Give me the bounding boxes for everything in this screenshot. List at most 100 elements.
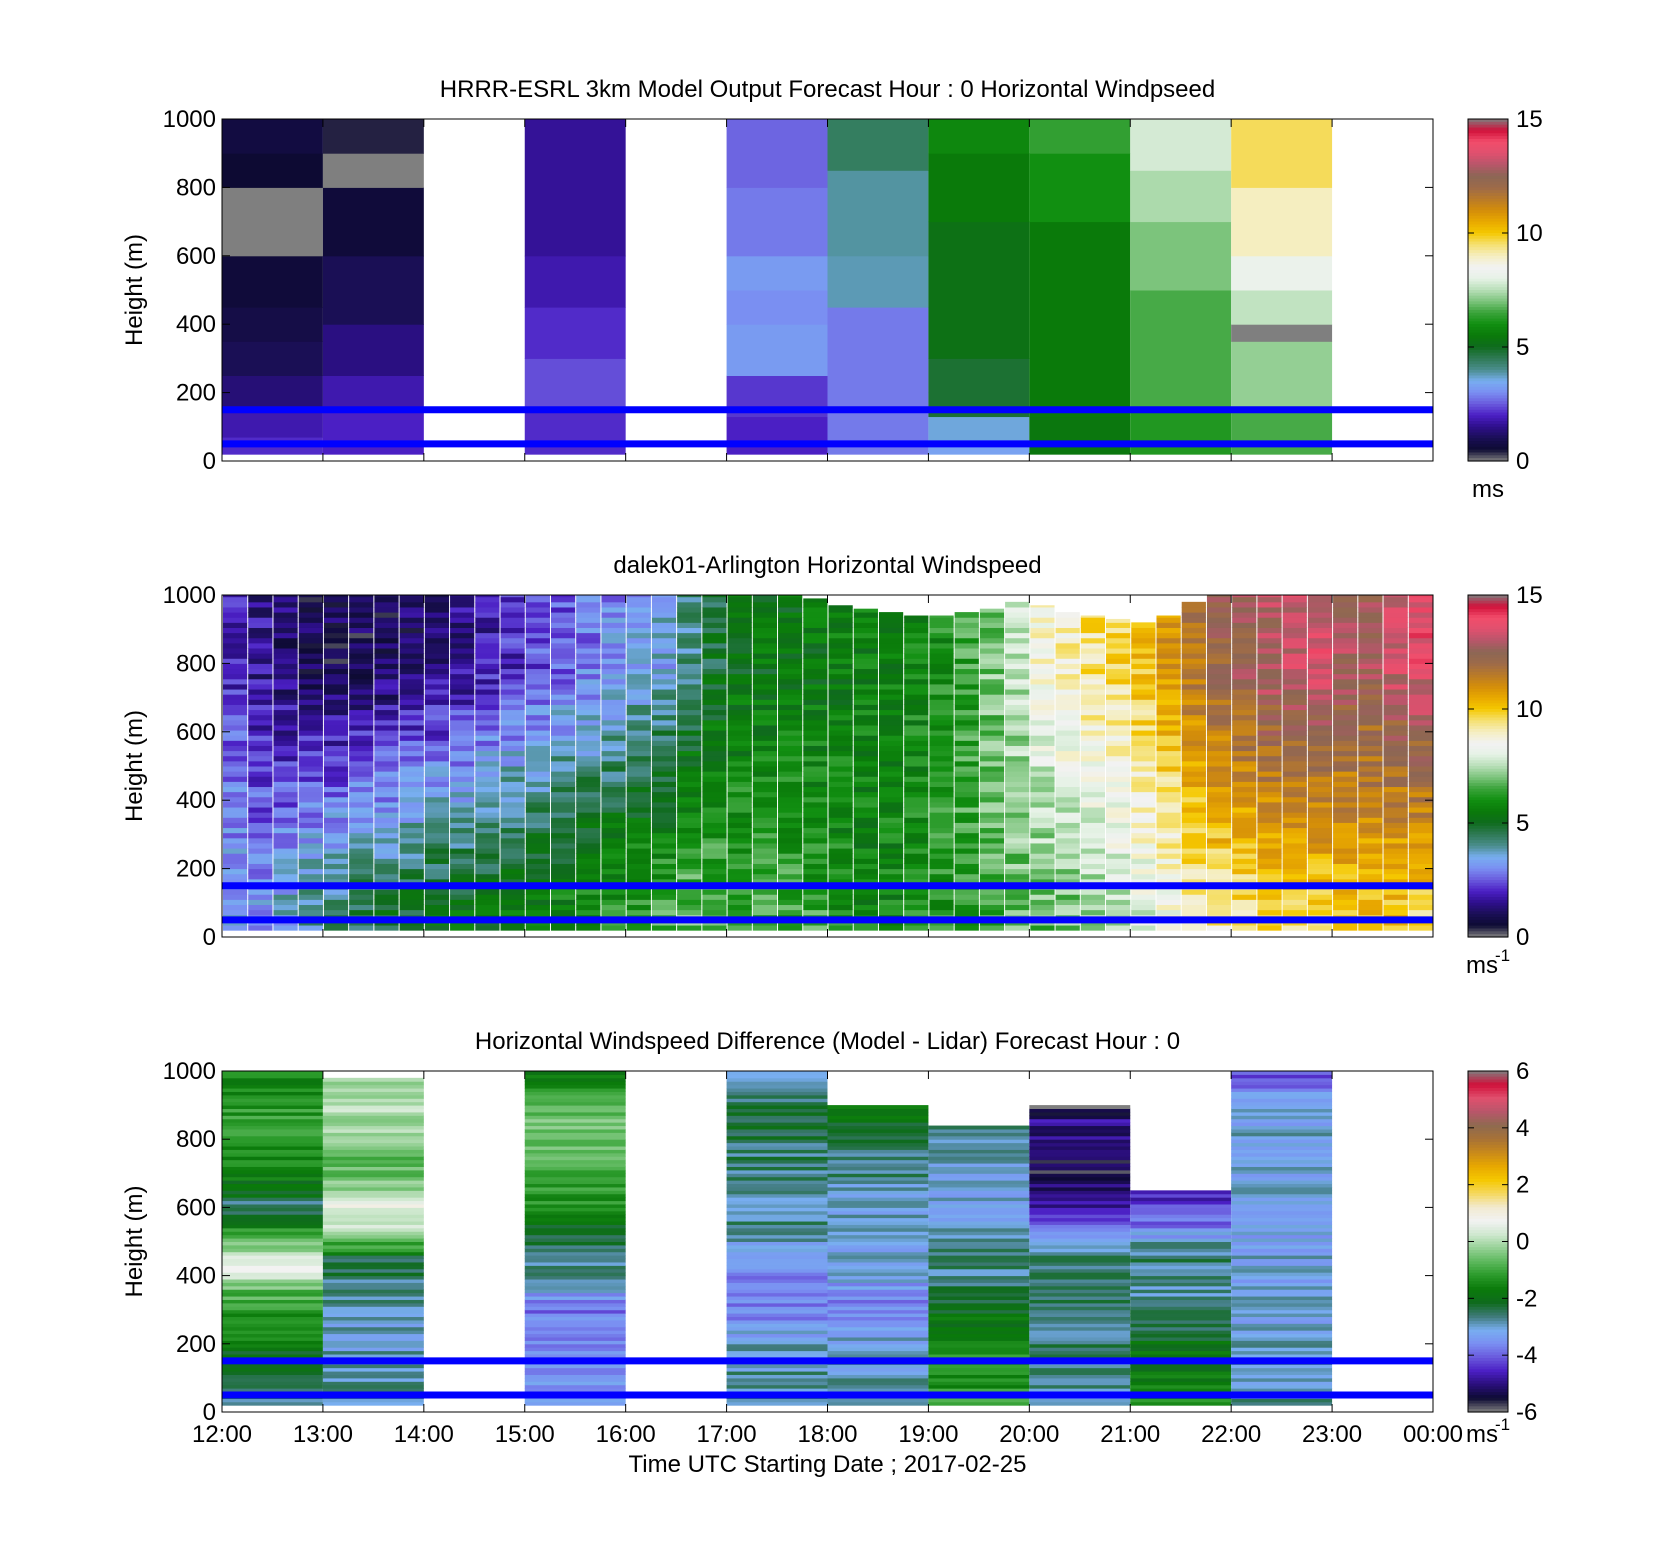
heatmap-cell	[1106, 812, 1131, 818]
heatmap-cell	[322, 324, 424, 376]
heatmap-cell	[1106, 904, 1131, 911]
colorbar-segment	[1468, 643, 1508, 647]
heatmap-cell	[349, 699, 374, 705]
heatmap-cell	[726, 1197, 828, 1202]
heatmap-cell	[878, 812, 904, 818]
heatmap-cell	[651, 858, 677, 864]
heatmap-cell	[500, 786, 525, 793]
heatmap-cell	[1106, 719, 1131, 726]
heatmap-cell	[298, 858, 323, 864]
colorbar-segment	[1468, 287, 1508, 291]
heatmap-cell	[550, 627, 576, 634]
lidar-profile	[450, 595, 475, 931]
heatmap-cell	[1307, 745, 1333, 752]
heatmap-cell	[1307, 873, 1333, 880]
heatmap-cell	[248, 678, 273, 685]
heatmap-cell	[752, 925, 778, 931]
heatmap-cell	[222, 1275, 323, 1280]
heatmap-cell	[1030, 899, 1055, 906]
heatmap-cell	[1408, 683, 1433, 690]
heatmap-cell	[1131, 781, 1156, 788]
heatmap-cell	[399, 714, 424, 721]
heatmap-cell	[1005, 750, 1030, 757]
heatmap-cell	[1333, 878, 1358, 885]
heatmap-cell	[399, 658, 424, 664]
heatmap-cell	[1130, 1309, 1232, 1314]
heatmap-cell	[322, 1296, 424, 1300]
heatmap-cell	[298, 909, 323, 916]
heatmap-cell	[1106, 801, 1131, 808]
heatmap-cell	[524, 1234, 626, 1239]
colorbar-segment	[1468, 848, 1508, 853]
heatmap-cell	[222, 1244, 323, 1249]
heatmap-cell	[1055, 766, 1080, 772]
heatmap-cell	[726, 1217, 828, 1222]
heatmap-cell	[1206, 848, 1232, 854]
heatmap-cell	[1231, 1340, 1333, 1345]
colorbar-segment	[1468, 150, 1508, 154]
heatmap-cell	[222, 1371, 323, 1375]
heatmap-cell	[223, 837, 248, 844]
heatmap-cell	[349, 925, 374, 931]
heatmap-cell	[450, 863, 475, 870]
heatmap-cell	[1333, 653, 1358, 659]
colorbar-segment	[1468, 1178, 1508, 1183]
heatmap-cell	[323, 781, 349, 788]
heatmap-cell	[322, 1255, 424, 1260]
heatmap-cell	[475, 776, 500, 782]
heatmap-cell	[954, 637, 979, 644]
heatmap-cell	[322, 1285, 424, 1290]
heatmap-cell	[525, 612, 550, 618]
heatmap-cells	[222, 1071, 1333, 1406]
heatmap-cell	[1106, 627, 1131, 634]
colorbar-segment	[1468, 717, 1508, 721]
heatmap-cell	[524, 1319, 626, 1324]
heatmap-cell	[853, 889, 878, 895]
heatmap-cell	[1005, 612, 1030, 618]
colorbar-tick-label: 0	[1516, 924, 1529, 951]
heatmap-cell	[450, 801, 475, 808]
heatmap-cell	[1029, 1340, 1131, 1345]
colorbar-segment	[1468, 1372, 1508, 1376]
heatmap-cell	[399, 745, 424, 752]
heatmap-cell	[1029, 1261, 1131, 1266]
heatmap-cell	[702, 704, 727, 711]
heatmap-cell	[878, 873, 904, 880]
x-tick-label: 13:00	[293, 1421, 353, 1448]
heatmap-cell	[323, 894, 349, 900]
heatmap-cell	[1130, 1313, 1232, 1318]
heatmap-cell	[1106, 899, 1131, 906]
heatmap-cell	[524, 1139, 626, 1144]
heatmap-cell	[222, 1258, 323, 1263]
colorbar-segment	[1468, 840, 1508, 844]
heatmap-cell	[726, 1231, 828, 1236]
heatmap-cell	[550, 750, 576, 757]
heatmap-cell	[1080, 842, 1106, 849]
heatmap-cell	[1029, 1333, 1131, 1338]
heatmap-cell	[803, 909, 828, 916]
heatmap-cell	[273, 801, 298, 808]
heatmap-cell	[1130, 1241, 1232, 1246]
heatmap-cell	[928, 1125, 1030, 1130]
heatmap-cell	[1232, 617, 1257, 623]
heatmap-cell	[928, 1289, 1030, 1294]
heatmap-cell	[929, 873, 954, 880]
heatmap-cell	[524, 1193, 626, 1198]
heatmap-cell	[727, 894, 752, 900]
colorbar-segment	[1468, 258, 1508, 263]
heatmap-cell	[223, 683, 248, 690]
heatmap-cell	[626, 771, 651, 777]
heatmap-cell	[1383, 796, 1408, 803]
heatmap-cell	[1307, 858, 1333, 864]
heatmap-cell	[1029, 1299, 1131, 1304]
heatmap-cell	[475, 832, 500, 839]
heatmap-cell	[702, 709, 727, 716]
heatmap-cell	[1130, 1340, 1232, 1345]
heatmap-cell	[1181, 678, 1206, 685]
heatmap-cell	[1029, 1118, 1131, 1123]
heatmap-cell	[500, 909, 525, 916]
heatmap-cell	[677, 709, 702, 716]
heatmap-cell	[954, 617, 979, 623]
heatmap-cell	[928, 1333, 1030, 1338]
heatmap-cell	[827, 1323, 929, 1328]
